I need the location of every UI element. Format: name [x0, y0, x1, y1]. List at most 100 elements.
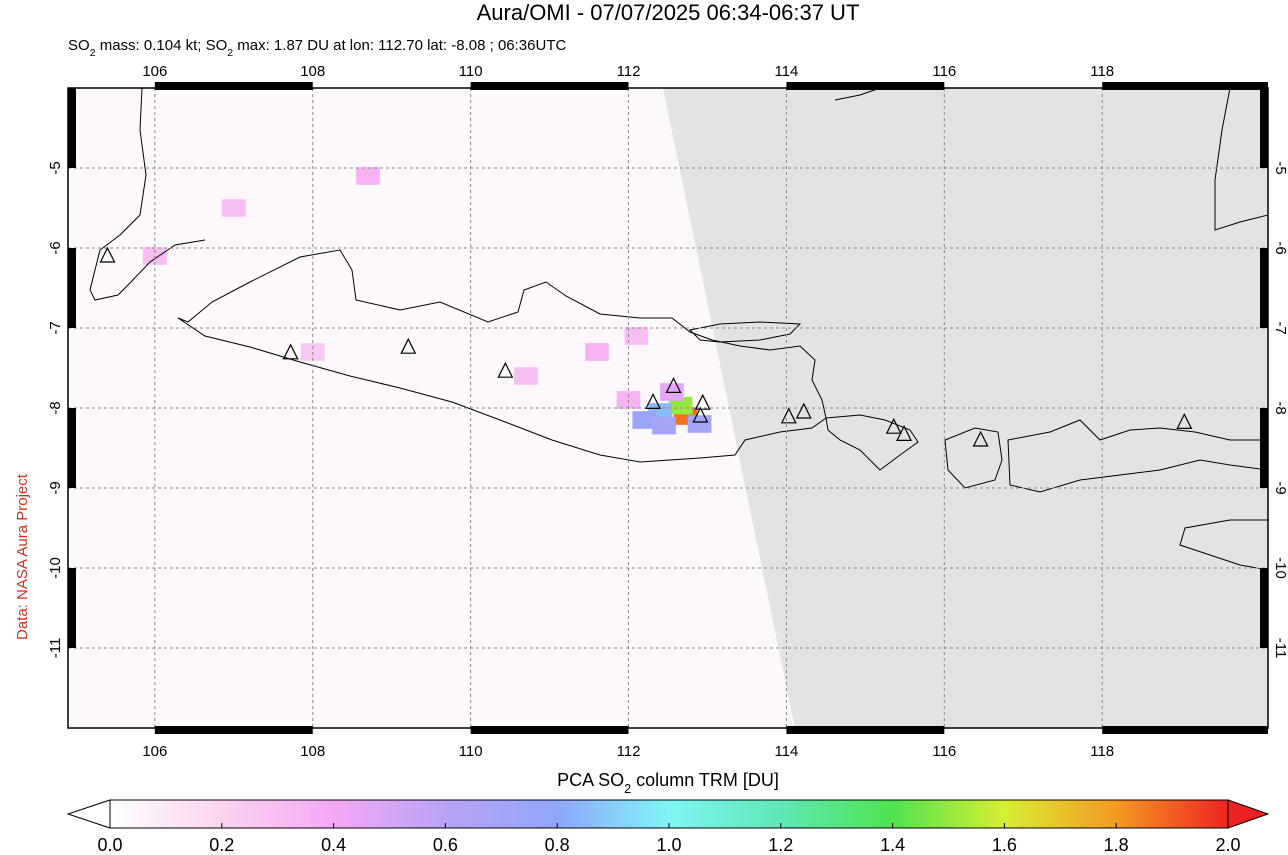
x-tick-label: 108 [300, 63, 325, 80]
frame-bar [1102, 82, 1268, 90]
y-tick-label: -11 [47, 638, 64, 659]
colorbar: 0.0 0.2 0.4 0.6 0.8 1.0 1.2 1.4 1.6 1.8 2.0 [66, 799, 1270, 855]
colorbar-tick-label: 1.2 [768, 835, 793, 855]
so2-pixels [143, 167, 712, 435]
coastline-java [177, 249, 827, 463]
coastline-sumatra [89, 88, 206, 301]
volcano [694, 393, 711, 410]
frame-bar [1260, 568, 1268, 648]
colorbar-tick-label: 0.0 [97, 835, 122, 855]
coastlines [89, 88, 1268, 571]
y-tick-label: -8 [1272, 401, 1288, 414]
volcano [645, 393, 661, 409]
colorbar-tick-label: 0.4 [321, 835, 346, 855]
volcano [780, 407, 797, 424]
coastline-madura [688, 321, 802, 343]
volcano [99, 246, 116, 263]
x-tick-label: 110 [459, 63, 483, 80]
frame-bar [68, 408, 76, 488]
colorbar-arrow-high [1227, 799, 1270, 829]
y-tick-label: -7 [47, 321, 64, 334]
y-tick-label: -9 [1272, 481, 1288, 494]
x-tick-label: 110 [459, 743, 483, 760]
x-tick-label: 116 [932, 743, 956, 760]
coastline-sumbawa-flores [1007, 419, 1268, 493]
frame-bar [786, 82, 945, 90]
axis-labels: 106 106 108 108 110 110 112 112 114 114 116 116 118 1… [47, 63, 1288, 760]
y-tick-label: -5 [1272, 161, 1288, 174]
coastline-sumba [1179, 519, 1268, 571]
colorbar-tick-label: 0.6 [433, 835, 458, 855]
so2-pixel [585, 343, 609, 361]
volcanoes [99, 246, 1193, 447]
x-tick-label: 114 [774, 63, 798, 80]
volcano [1176, 413, 1193, 429]
frame-bar [1260, 248, 1268, 328]
so2-pixel [624, 327, 649, 345]
volcano [282, 343, 299, 360]
x-tick-label: 106 [142, 743, 167, 760]
y-tick-label: -5 [47, 161, 64, 174]
frame-bar [470, 726, 629, 734]
y-tick-label: -6 [1272, 241, 1288, 254]
map-area [68, 88, 1268, 728]
frame-bar [68, 568, 76, 648]
x-tick-label: 106 [142, 63, 167, 80]
text-part: mass: 0.104 kt; SO [96, 37, 228, 54]
grid [68, 88, 1268, 728]
so2-pixel [514, 367, 538, 385]
volcano [972, 430, 989, 447]
y-tick-label: -10 [47, 557, 64, 579]
so2-pixel [356, 167, 380, 185]
coastline-lombok [944, 427, 1003, 489]
colorbar-tick-label: 1.0 [656, 835, 681, 855]
x-tick-label: 112 [617, 743, 641, 760]
credit: Data: NASA Aura Project [14, 473, 31, 640]
subscript: 2 [227, 47, 233, 59]
colorbar-tick-label: 2.0 [1215, 835, 1240, 855]
frame-bar [154, 82, 313, 90]
so2-pixel [687, 415, 712, 433]
x-tick-label: 112 [617, 63, 641, 80]
colorbar-tick-label: 1.4 [880, 835, 905, 855]
x-tick-label: 118 [1090, 743, 1114, 760]
colorbar-tick-label: 0.2 [209, 835, 234, 855]
x-tick-label: 116 [932, 63, 956, 80]
so2-pixel [221, 199, 246, 217]
volcano [692, 406, 709, 423]
volcano [497, 361, 514, 378]
x-tick-label: 108 [300, 743, 325, 760]
colorbar-tick-label: 0.8 [545, 835, 570, 855]
frame-bar [470, 82, 629, 90]
y-tick-label: -9 [47, 481, 64, 494]
coastline-borneo-sulawesi [834, 88, 1268, 231]
colorbar-tick-label: 1.8 [1104, 835, 1129, 855]
colorbar-arrow-low [66, 799, 111, 829]
text-part: SO [68, 37, 90, 54]
frame-bar [68, 248, 76, 328]
frame-bar [154, 726, 313, 734]
y-tick-label: -11 [1272, 638, 1288, 659]
frame-bar [1102, 726, 1268, 734]
subtitle: SO2 mass: 0.104 kt; SO2 max: 1.87 DU at … [68, 37, 566, 59]
frame-bars [68, 82, 1268, 734]
volcano [885, 417, 902, 434]
so2-pixel [652, 416, 676, 435]
frame-bar [1260, 88, 1268, 168]
x-tick-label: 118 [1090, 63, 1114, 80]
volcano [665, 377, 682, 393]
y-tick-label: -10 [1272, 557, 1288, 579]
subscript: 2 [90, 47, 96, 59]
frame-bar [1260, 408, 1268, 488]
frame-bar [786, 726, 945, 734]
text-part: column TRM [DU] [631, 770, 779, 790]
so2-pixel [632, 411, 657, 429]
coastline-bali [825, 414, 919, 471]
title: Aura/OMI - 07/07/2025 06:34-06:37 UT [477, 0, 860, 25]
text-part: PCA SO [557, 770, 624, 790]
so2-pixel [668, 396, 693, 415]
y-tick-label: -6 [47, 241, 64, 254]
subscript: 2 [624, 782, 631, 796]
